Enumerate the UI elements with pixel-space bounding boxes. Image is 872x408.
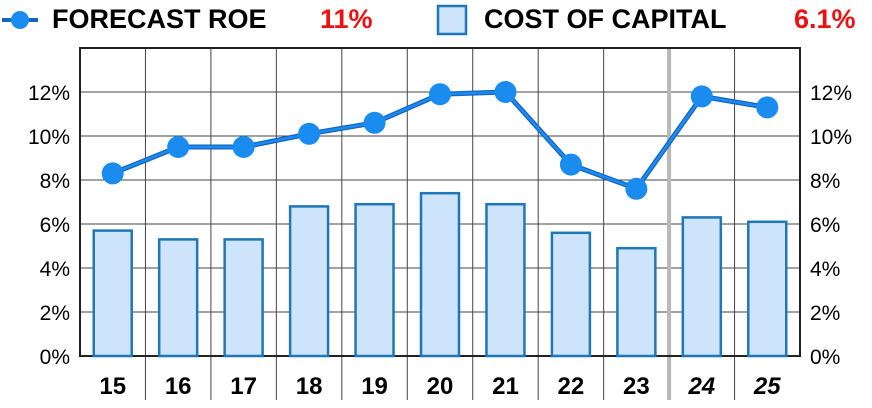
capital-legend-swatch-icon: [436, 4, 468, 36]
y-tick-label-left: 6%: [40, 214, 70, 237]
roe-point: [559, 153, 582, 176]
roe-point: [101, 162, 124, 185]
capital-legend-label: COST OF CAPITAL: [484, 4, 727, 34]
roe-legend-value: 11%: [320, 4, 373, 34]
cost-of-capital-bar: [354, 202, 395, 358]
roe-point: [625, 177, 648, 200]
roe-point: [429, 83, 451, 106]
y-tick-label-right: 12%: [810, 82, 852, 105]
roe-point: [167, 136, 190, 158]
cost-of-capital-bar: [681, 216, 723, 358]
y-tick-label-left: 12%: [28, 82, 70, 105]
roe-point: [363, 111, 386, 134]
cost-of-capital-bar: [223, 238, 264, 358]
roe-point: [494, 81, 517, 103]
cost-of-capital-bar: [616, 246, 657, 358]
y-tick-label-left: 10%: [28, 126, 70, 149]
x-tick-label: 20: [427, 373, 454, 400]
x-tick-label: 23: [623, 373, 650, 400]
y-tick-label-left: 2%: [40, 302, 70, 325]
roe-point: [298, 122, 321, 145]
y-tick-label-left: 4%: [40, 258, 70, 281]
cost-of-capital-bar: [92, 229, 133, 358]
cost-of-capital-bar: [419, 191, 461, 358]
x-tick-label: 17: [230, 373, 257, 400]
y-tick-label-right: 4%: [810, 258, 840, 281]
y-tick-label-right: 10%: [810, 126, 852, 149]
cost-of-capital-bar: [485, 202, 526, 358]
y-tick-label-right: 2%: [810, 302, 840, 325]
x-tick-label: 18: [296, 373, 323, 400]
y-tick-label-right: 0%: [810, 346, 840, 369]
y-tick-label-left: 8%: [40, 170, 70, 193]
y-tick-label-right: 6%: [810, 214, 840, 237]
roe-point: [690, 85, 713, 108]
cost-of-capital-bar: [747, 220, 788, 358]
roe-point: [232, 136, 255, 158]
capital-legend-value: 6.1%: [794, 4, 856, 34]
x-tick-label: 22: [558, 373, 585, 400]
x-tick-label: 24: [687, 373, 715, 400]
x-tick-label: 25: [753, 373, 781, 400]
roe-legend-marker-icon: [2, 11, 38, 29]
cost-of-capital-bar: [157, 238, 199, 358]
legend: FORECAST ROE 11% COST OF CAPITAL 6.1%: [0, 0, 872, 40]
roe-legend-label: FORECAST ROE: [52, 4, 267, 34]
x-tick-label: 19: [361, 373, 388, 400]
x-tick-label: 15: [99, 373, 126, 400]
cost-of-capital-bar: [550, 231, 592, 358]
y-tick-label-left: 0%: [40, 346, 70, 369]
y-tick-label-right: 8%: [810, 170, 840, 193]
cost-of-capital-bar: [288, 205, 330, 358]
roe-point: [756, 96, 779, 119]
x-tick-label: 21: [492, 373, 519, 400]
x-tick-label: 16: [165, 373, 192, 400]
